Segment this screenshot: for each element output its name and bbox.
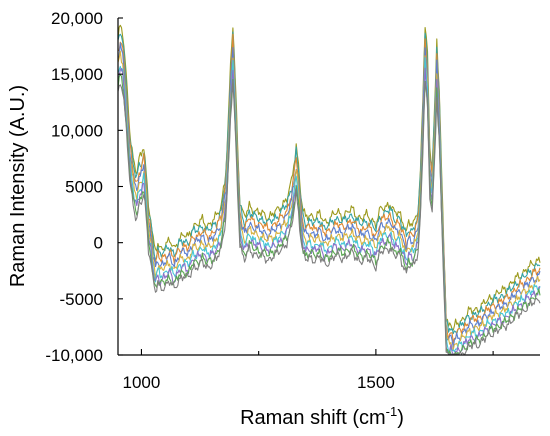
y-axis-title: Raman Intensity (A.U.) (7, 85, 29, 287)
y-tick-label: 20,000 (51, 9, 103, 28)
y-tick-label: 5000 (65, 178, 103, 197)
spectrum-series-line (117, 67, 541, 355)
series-lines (117, 24, 541, 355)
x-axis-title: Raman shift (cm-1) (240, 404, 404, 429)
spectrum-series-line (117, 42, 541, 349)
spectrum-series-line (117, 24, 541, 331)
spectrum-series-line (117, 31, 541, 335)
y-tick-label: -10,000 (45, 346, 103, 365)
x-tick-label: 1500 (357, 373, 395, 392)
x-tick-label: 1000 (123, 373, 161, 392)
spectrum-series-line (117, 33, 541, 344)
spectrum-series-line (117, 80, 541, 355)
y-tick-label: 0 (94, 234, 103, 253)
y-tick-label: -5000 (60, 290, 103, 309)
y-tick-label: 15,000 (51, 65, 103, 84)
y-tick-label: 10,000 (51, 121, 103, 140)
spectrum-series-line (117, 57, 541, 355)
spectrum-series-line (117, 73, 541, 355)
x-axis-ticks: 1000 1500 (123, 349, 494, 392)
y-axis-ticks: 20,000 15,000 10,000 5000 0 -5000 -10,000 (45, 9, 123, 365)
spectrum-series-line (117, 50, 541, 350)
